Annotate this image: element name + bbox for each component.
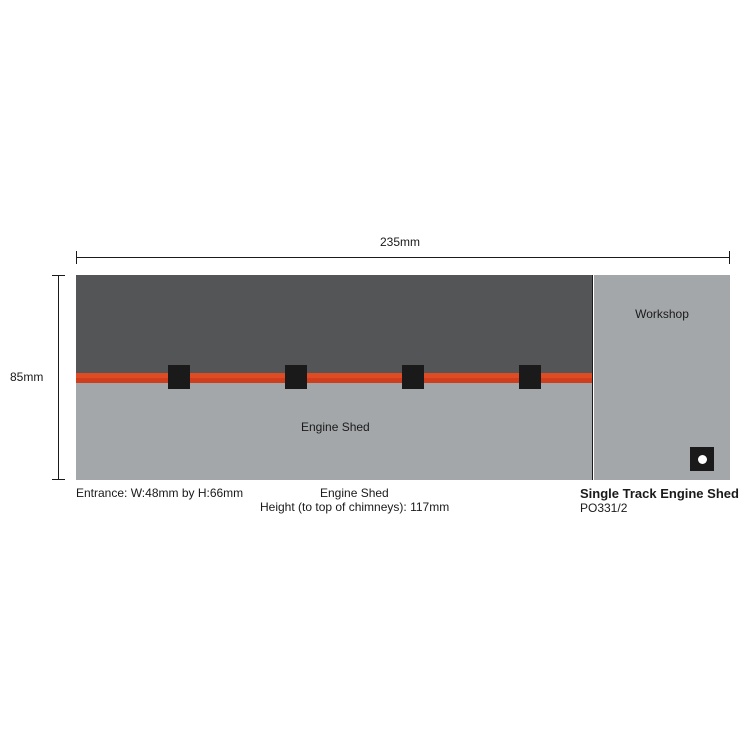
workshop-vent [690, 447, 714, 471]
workshop-label: Workshop [594, 307, 730, 321]
height-dimension-line [58, 275, 59, 480]
height-dimension-label: 85mm [10, 370, 43, 384]
height-dimension-tick-top [52, 275, 65, 276]
chimney-2 [285, 365, 307, 389]
product-code: PO331/2 [580, 501, 627, 515]
engine-shed-roof [76, 275, 592, 373]
width-dimension-tick-left [76, 251, 77, 264]
product-title: Single Track Engine Shed [580, 486, 739, 501]
center-label-line1: Engine Shed [320, 486, 389, 500]
shed-workshop-divider [592, 275, 593, 480]
entrance-label: Entrance: W:48mm by H:66mm [76, 486, 243, 500]
height-dimension-tick-bottom [52, 479, 65, 480]
width-dimension-tick-right [729, 251, 730, 264]
workshop: Workshop [594, 275, 730, 480]
chimney-1 [168, 365, 190, 389]
diagram-container: 235mm 85mm Engine Shed Workshop Entrance… [0, 0, 752, 752]
chimney-3 [402, 365, 424, 389]
engine-shed: Engine Shed [76, 275, 592, 480]
chimney-4 [519, 365, 541, 389]
workshop-vent-hole [698, 455, 707, 464]
width-dimension-label: 235mm [380, 235, 420, 249]
engine-shed-label: Engine Shed [301, 420, 370, 434]
width-dimension-line [76, 257, 730, 258]
center-label-line2: Height (to top of chimneys): 117mm [260, 500, 449, 514]
